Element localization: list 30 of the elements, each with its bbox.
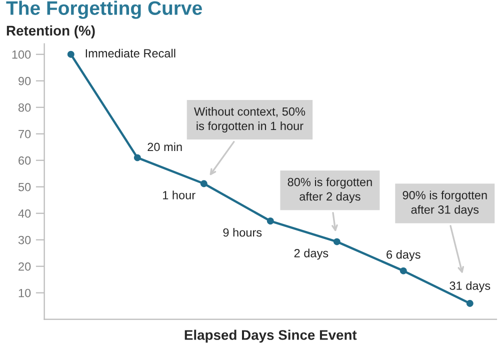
y-tick-label: 90 [18,76,31,86]
annotation: 80% is forgotten after 2 days [288,178,372,203]
x-axis-title: Elapsed Days Since Event [184,330,357,343]
point [134,154,141,162]
y-tick-label: 80 [18,103,31,112]
annotation: 9 hours [223,228,262,237]
y-tick-label: 100 [12,50,31,59]
point [466,300,474,307]
chart-title: The Forgetting Curve [6,0,202,19]
y-tick-label: 20 [18,262,31,271]
point [333,238,340,246]
point [400,267,407,274]
annotation: 20 min [148,142,182,152]
y-tick-label: 30 [18,236,31,244]
y-tick-label: 50 [18,182,31,192]
annotation: 1 hour [162,190,196,200]
point [67,50,74,58]
annotation: Without context, 50% is forgotten in 1 hour [194,107,306,132]
y-tick-label: 70 [18,130,31,138]
point [266,218,274,224]
y-tick-label: 40 [18,209,31,218]
y-tick-label: 10 [18,288,31,298]
y-axis-title: Retention (%) [6,25,95,38]
y-tick-label: 60 [18,156,31,165]
annotation: 2 days [294,248,328,260]
annotation: 31 days [450,281,490,292]
point [200,180,208,188]
annotation: 6 days [386,250,420,262]
annotation: Immediate Recall [86,48,176,58]
annotation: 90% is forgotten after 31 days [402,190,487,216]
